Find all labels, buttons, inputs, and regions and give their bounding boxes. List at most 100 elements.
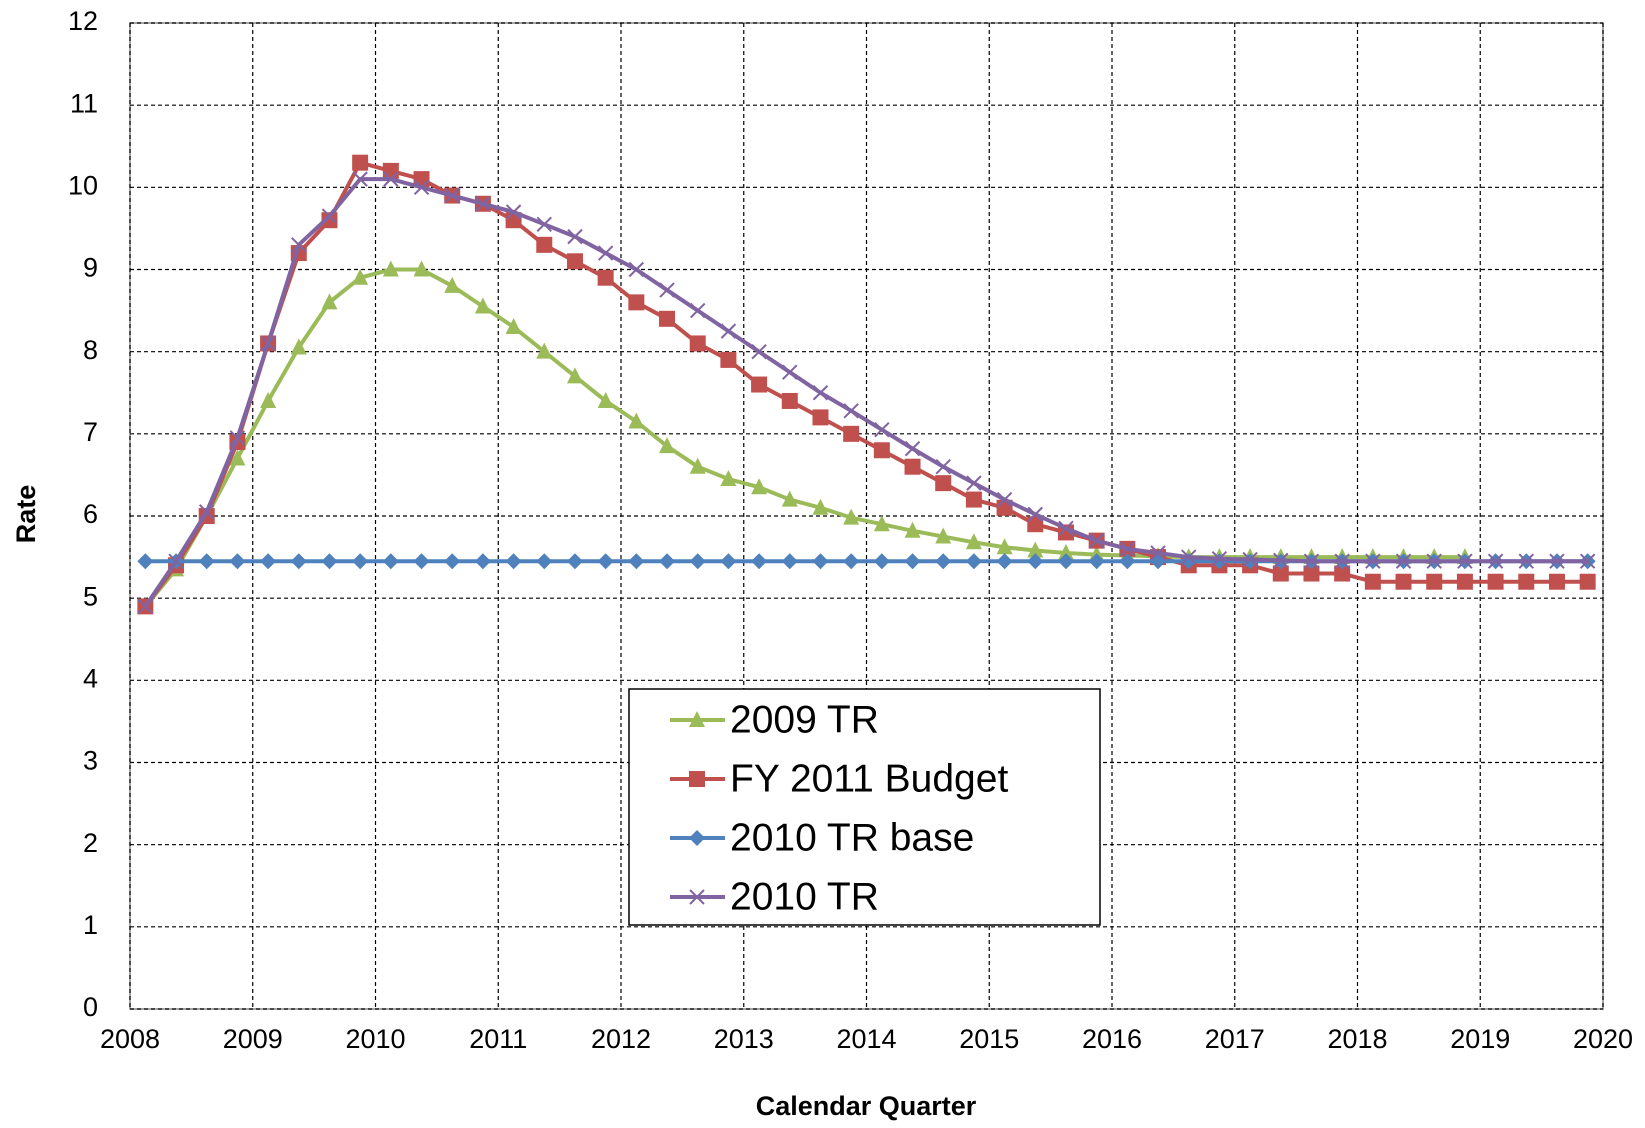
marker <box>1150 545 1166 561</box>
y-tick-label: 4 <box>83 663 98 693</box>
marker <box>904 440 921 457</box>
marker <box>505 553 522 570</box>
x-tick-label: 2010 <box>345 1024 405 1054</box>
marker <box>720 351 737 368</box>
x-tick-label: 2015 <box>959 1024 1019 1054</box>
marker <box>1027 553 1044 570</box>
x-tick-label: 2008 <box>100 1024 160 1054</box>
legend-label: 2009 TR <box>730 698 879 741</box>
x-axis-title: Calendar Quarter <box>756 1091 977 1121</box>
y-tick-label: 7 <box>83 417 98 447</box>
marker <box>382 162 399 179</box>
marker <box>536 236 553 253</box>
marker <box>1027 506 1043 523</box>
marker <box>628 412 645 429</box>
marker <box>843 553 860 570</box>
marker <box>444 187 460 204</box>
marker <box>321 212 338 229</box>
marker <box>659 437 676 454</box>
marker <box>812 385 829 401</box>
legend: 2009 TR FY 2011 Budget 2010 TR base 2010 TR <box>628 688 1101 926</box>
marker <box>751 553 768 570</box>
x-tick-label: 2018 <box>1327 1024 1387 1054</box>
marker <box>1457 553 1473 569</box>
marker <box>1242 551 1258 568</box>
marker <box>751 478 768 495</box>
marker <box>566 253 583 270</box>
marker <box>843 508 860 525</box>
y-tick-label: 6 <box>83 499 98 529</box>
marker <box>812 553 829 570</box>
x-tick-label: 2019 <box>1450 1024 1510 1054</box>
marker <box>229 430 246 446</box>
marker <box>321 293 338 310</box>
x-tick-label: 2009 <box>223 1024 283 1054</box>
marker <box>321 553 338 570</box>
marker <box>781 392 798 409</box>
marker <box>137 598 154 615</box>
marker <box>996 553 1013 570</box>
marker <box>935 475 952 492</box>
marker <box>628 553 645 570</box>
y-tick-label: 5 <box>83 581 98 611</box>
marker <box>505 204 522 220</box>
marker <box>781 490 798 507</box>
marker <box>843 403 859 419</box>
marker <box>413 553 430 570</box>
marker <box>1303 565 1320 582</box>
marker <box>198 553 215 570</box>
marker <box>720 470 737 487</box>
marker <box>873 515 890 532</box>
marker <box>168 553 184 569</box>
marker <box>1303 553 1320 569</box>
marker <box>566 367 583 384</box>
marker <box>413 260 430 277</box>
marker <box>413 179 430 196</box>
marker <box>873 442 890 459</box>
marker <box>1487 553 1504 569</box>
marker <box>689 771 705 787</box>
marker <box>1272 565 1289 582</box>
marker <box>782 364 798 380</box>
marker <box>659 310 676 327</box>
marker <box>812 498 829 515</box>
x-tick-label: 2013 <box>714 1024 774 1054</box>
marker <box>659 553 676 570</box>
marker <box>1057 553 1074 570</box>
marker <box>597 391 614 408</box>
marker <box>720 553 737 570</box>
marker <box>474 553 491 570</box>
marker <box>965 533 982 550</box>
marker <box>1456 573 1473 590</box>
marker <box>1365 553 1381 569</box>
marker <box>935 553 952 570</box>
marker <box>1119 541 1136 557</box>
marker <box>689 335 706 352</box>
marker <box>628 261 645 278</box>
marker <box>966 475 982 491</box>
marker <box>597 269 614 286</box>
marker <box>505 318 522 335</box>
marker <box>874 422 890 438</box>
marker <box>1579 573 1596 590</box>
marker <box>996 538 1013 555</box>
marker <box>290 553 307 570</box>
marker <box>689 457 706 474</box>
marker <box>1518 573 1535 590</box>
marker <box>690 302 706 319</box>
marker <box>1273 552 1289 569</box>
marker <box>659 282 675 298</box>
marker <box>352 553 369 570</box>
marker <box>260 553 277 570</box>
y-tick-label: 10 <box>68 170 98 200</box>
marker <box>352 171 368 187</box>
marker <box>1027 541 1044 558</box>
marker <box>229 449 246 466</box>
marker <box>628 294 645 311</box>
legend-label: 2010 TR <box>730 875 879 918</box>
x-tick-label: 2014 <box>836 1024 896 1054</box>
x-tick-label: 2016 <box>1082 1024 1142 1054</box>
marker <box>382 260 399 277</box>
marker <box>1395 573 1412 590</box>
marker <box>689 711 705 727</box>
